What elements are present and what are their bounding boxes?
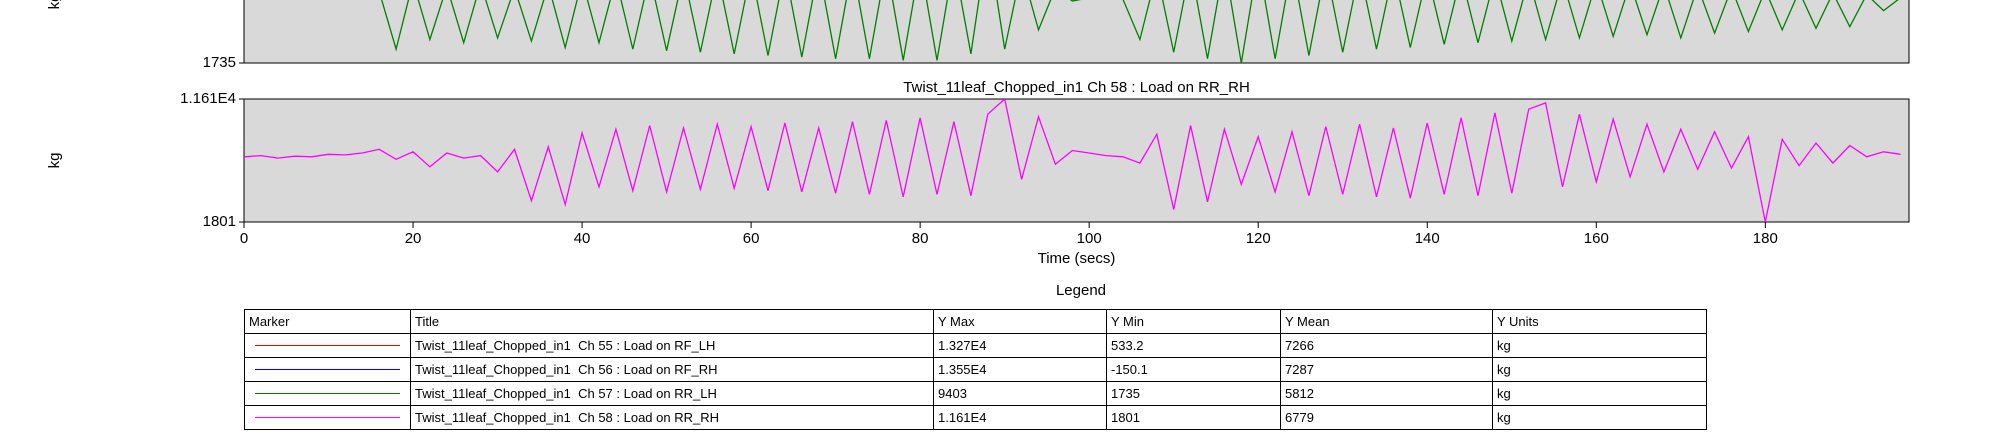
table-cell: Twist_11leaf_Chopped_in1 Ch 55 : Load on… (410, 333, 934, 358)
table-cell: Y Min (1106, 309, 1281, 334)
x-tick-label: 100 (1077, 230, 1102, 247)
table-cell: Y Max (933, 309, 1107, 334)
x-tick-label: 40 (574, 230, 591, 247)
legend-marker (255, 345, 400, 346)
y-tick-label: 1801 (203, 213, 236, 230)
table-cell: 7287 (1280, 357, 1493, 382)
table-cell: 7266 (1280, 333, 1493, 358)
x-tick-label: 20 (405, 230, 422, 247)
table-row: Twist_11leaf_Chopped_in1 Ch 57 : Load on… (244, 381, 1707, 406)
x-tick-label: 180 (1753, 230, 1778, 247)
table-cell: 6779 (1280, 405, 1493, 430)
table-cell: Title (410, 309, 934, 334)
data-line (244, 99, 1901, 222)
table-cell (244, 333, 411, 358)
table-cell: 5812 (1280, 381, 1493, 406)
y-tick-label: 1735 (203, 54, 236, 71)
table-row: Marker Title Y Max Y Min Y Mean Y Units (244, 309, 1707, 334)
table-cell: 1.327E4 (933, 333, 1107, 358)
legend-title: Legend (1056, 282, 1106, 299)
table-cell: Marker (244, 309, 411, 334)
x-tick-label: 120 (1246, 230, 1271, 247)
x-tick-label: 80 (912, 230, 929, 247)
plot-area (243, 98, 1910, 223)
table-cell: 1.161E4 (933, 405, 1107, 430)
y-axis-label: kg (46, 153, 63, 169)
table-cell: Twist_11leaf_Chopped_in1 Ch 58 : Load on… (410, 405, 934, 430)
table-cell: 1735 (1106, 381, 1281, 406)
y-axis-label: kg (46, 0, 63, 9)
x-tick-label: 160 (1584, 230, 1609, 247)
y-tick-label: 1.161E4 (180, 90, 236, 107)
table-row: Twist_11leaf_Chopped_in1 Ch 55 : Load on… (244, 333, 1707, 358)
plot-area (243, 0, 1910, 64)
table-row: Twist_11leaf_Chopped_in1 Ch 56 : Load on… (244, 357, 1707, 382)
x-tick-label: 140 (1415, 230, 1440, 247)
table-row: Twist_11leaf_Chopped_in1 Ch 58 : Load on… (244, 405, 1707, 430)
table-cell (244, 357, 411, 382)
table-cell: Twist_11leaf_Chopped_in1 Ch 57 : Load on… (410, 381, 934, 406)
table-cell (244, 405, 411, 430)
table-cell: 533.2 (1106, 333, 1281, 358)
x-axis-label: Time (secs) (1038, 250, 1116, 267)
x-tick-label: 0 (240, 230, 248, 247)
table-cell: 1801 (1106, 405, 1281, 430)
legend-marker (255, 369, 400, 370)
table-cell: -150.1 (1106, 357, 1281, 382)
table-cell (244, 381, 411, 406)
x-tick-label: 60 (743, 230, 760, 247)
legend-marker (255, 393, 400, 394)
legend-marker (255, 417, 400, 418)
table-cell: 9403 (933, 381, 1107, 406)
table-cell: kg (1492, 333, 1707, 358)
table-cell: kg (1492, 381, 1707, 406)
table-cell: 1.355E4 (933, 357, 1107, 382)
table-cell: kg (1492, 405, 1707, 430)
legend-table: Marker Title Y Max Y Min Y Mean Y Units Twist_… (244, 309, 1707, 430)
data-line (381, 0, 1899, 63)
table-cell: kg (1492, 357, 1707, 382)
chart-title: Twist_11leaf_Chopped_in1 Ch 58 : Load on… (903, 79, 1250, 96)
table-cell: Twist_11leaf_Chopped_in1 Ch 56 : Load on… (410, 357, 934, 382)
table-cell: Y Mean (1280, 309, 1493, 334)
table-cell: Y Units (1492, 309, 1707, 334)
